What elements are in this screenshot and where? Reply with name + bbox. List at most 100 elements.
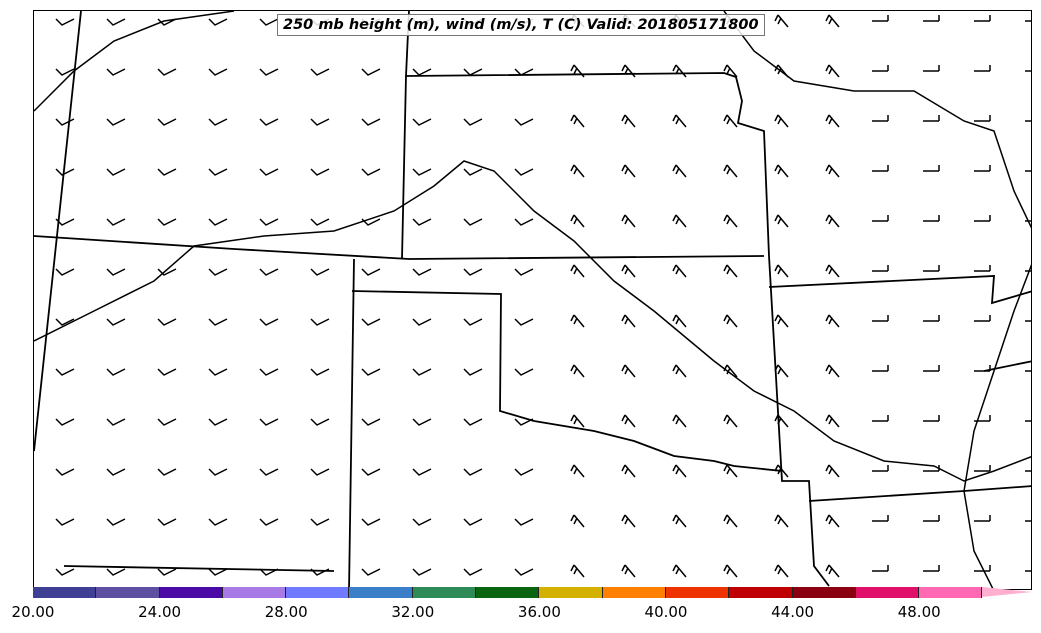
wind-barb xyxy=(570,214,585,228)
wind-barb xyxy=(55,18,75,26)
wind-barb xyxy=(1025,70,1031,72)
wind-barb xyxy=(157,68,177,76)
colorbar xyxy=(33,587,1033,598)
wind-barb xyxy=(463,218,483,226)
wind-barb xyxy=(259,518,279,526)
wind-barb xyxy=(974,65,991,72)
wind-barb xyxy=(259,418,279,426)
wind-barb xyxy=(55,268,75,276)
wind-barb xyxy=(361,468,381,476)
wind-barb xyxy=(872,365,889,372)
wind-barb xyxy=(412,168,432,176)
wind-barb xyxy=(723,64,738,78)
map-title: 250 mb height (m), wind (m/s), T (C) Val… xyxy=(277,14,765,36)
wind-barb xyxy=(621,214,636,228)
wind-barb xyxy=(923,215,940,222)
wind-barb xyxy=(361,318,381,326)
wind-barb xyxy=(923,15,940,22)
wind-barb xyxy=(774,514,789,528)
wind-barb xyxy=(723,164,738,178)
wind-barb xyxy=(672,514,687,528)
colorbar-segment xyxy=(792,587,856,598)
wind-barb xyxy=(157,468,177,476)
river-line xyxy=(34,160,1031,482)
wind-barb xyxy=(923,465,940,472)
wind-barb xyxy=(463,368,483,376)
wind-barb xyxy=(723,114,738,128)
wind-barb xyxy=(621,314,636,328)
wind-barb xyxy=(825,214,840,228)
wind-barb xyxy=(208,268,228,276)
wind-barb xyxy=(259,468,279,476)
colorbar-segment xyxy=(159,587,223,598)
wind-barb xyxy=(514,118,534,126)
wind-barb xyxy=(774,314,789,328)
wind-barb xyxy=(923,265,940,272)
wind-barb xyxy=(106,18,126,26)
state-borders xyxy=(34,11,1031,589)
wind-barb xyxy=(412,68,432,76)
colorbar-segment xyxy=(96,587,160,598)
wind-barb xyxy=(361,568,381,576)
wind-barb xyxy=(923,365,940,372)
colorbar-tick-label: 44.00 xyxy=(771,603,815,621)
wind-barb xyxy=(723,464,738,478)
wind-barb xyxy=(1025,170,1031,172)
wind-barb xyxy=(514,468,534,476)
wind-barb xyxy=(825,414,840,428)
colorbar-segment xyxy=(602,587,666,598)
wind-barb xyxy=(310,318,330,326)
wind-barb xyxy=(106,468,126,476)
wind-barb xyxy=(208,68,228,76)
wind-barb xyxy=(463,268,483,276)
wind-barb xyxy=(974,215,991,222)
border-line xyxy=(34,11,82,452)
wind-barb xyxy=(723,514,738,528)
wind-barb xyxy=(55,368,75,376)
wind-barb xyxy=(259,118,279,126)
wind-barb xyxy=(774,214,789,228)
wind-barb xyxy=(157,418,177,426)
wind-barb xyxy=(570,164,585,178)
colorbar-segment xyxy=(33,587,97,598)
wind-barb xyxy=(825,14,840,28)
colorbar-extend-arrow xyxy=(982,587,1033,597)
wind-barb xyxy=(672,414,687,428)
wind-barb xyxy=(825,564,840,578)
wind-barb xyxy=(825,64,840,78)
wind-barb xyxy=(923,165,940,172)
wind-barb xyxy=(208,168,228,176)
wind-barb xyxy=(463,418,483,426)
wind-barb xyxy=(621,114,636,128)
wind-barb xyxy=(923,515,940,522)
wind-barb xyxy=(259,218,279,226)
wind-barb xyxy=(723,264,738,278)
wind-barb xyxy=(774,14,789,28)
wind-barb xyxy=(825,464,840,478)
wind-barb xyxy=(872,565,889,572)
wind-barb xyxy=(825,314,840,328)
wind-barb xyxy=(872,315,889,322)
wind-barb xyxy=(157,168,177,176)
wind-barb xyxy=(672,114,687,128)
colorbar-tick-label: 28.00 xyxy=(264,603,308,621)
wind-barb xyxy=(412,468,432,476)
wind-barb xyxy=(361,368,381,376)
wind-barb xyxy=(106,168,126,176)
wind-barb xyxy=(825,114,840,128)
wind-barb xyxy=(55,68,75,76)
wind-barb xyxy=(208,468,228,476)
wind-barb xyxy=(514,318,534,326)
wind-barb xyxy=(974,515,991,522)
wind-barb xyxy=(923,315,940,322)
wind-barb xyxy=(825,164,840,178)
wind-barb xyxy=(259,68,279,76)
wind-barb xyxy=(157,568,177,576)
wind-barb xyxy=(923,565,940,572)
wind-barb xyxy=(774,264,789,278)
colorbar-segment xyxy=(919,587,983,598)
wind-barb xyxy=(310,518,330,526)
wind-barb xyxy=(825,364,840,378)
wind-barb xyxy=(974,265,991,272)
wind-barb xyxy=(774,464,789,478)
